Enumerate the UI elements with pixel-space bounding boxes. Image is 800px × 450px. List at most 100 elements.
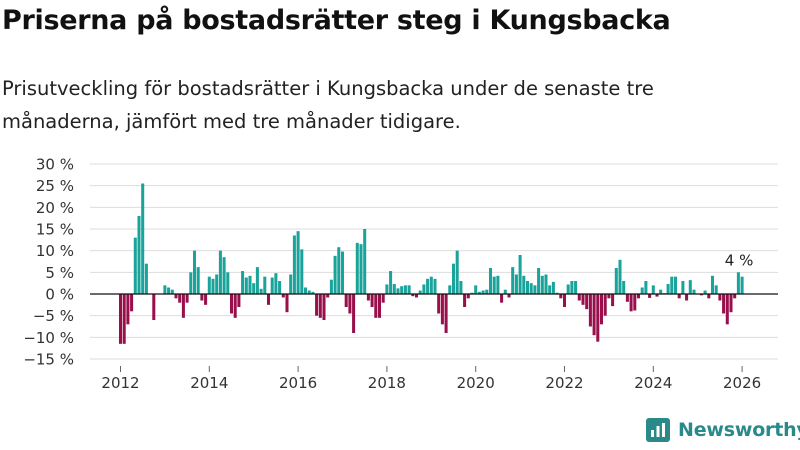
bar-positive [167,287,171,294]
x-tick-label: 2016 [279,374,317,392]
grid-layer [90,163,778,360]
bar-negative [126,294,130,325]
page-title: Priserna på bostadsrätter steg i Kungsba… [2,5,671,36]
x-tick-label: 2024 [634,374,672,392]
bar-positive [681,281,685,294]
bar-negative [174,294,178,299]
bar-positive [259,288,263,294]
bar-positive [488,268,493,294]
bar-positive [141,183,145,294]
bar-positive [714,285,718,294]
bar-positive [385,284,389,294]
bar-negative [585,294,589,310]
x-tick-label: 2014 [190,374,228,392]
bar-positive [241,271,245,294]
bar-negative [625,294,629,302]
bar-negative [204,294,208,305]
bar-positive [263,276,267,294]
bar-negative [414,294,419,298]
newsworthy-logo: Newsworthy [646,418,800,442]
bar-positive [218,250,222,294]
bar-positive [292,235,296,294]
bar-negative [285,294,289,313]
bar-positive [710,275,715,294]
y-tick-label: 10 % [36,242,74,260]
bar-negative [636,294,641,299]
bar-negative [440,294,444,325]
bar-positive [363,229,367,294]
bar-positive [451,263,456,294]
bar-positive [303,287,308,294]
page-subtitle: Prisutveckling för bostadsrätter i Kungs… [2,77,654,133]
bars [118,183,744,344]
x-tick-label: 2018 [368,374,406,392]
bar-positive [396,288,400,294]
bar-positive [659,289,663,294]
y-axis: −15 % −10 % −5 % 0 % 5 % 10 % 15 % 20 % 25 % 30 % [23,156,74,369]
bar-positive [296,231,300,294]
bar-positive [222,257,226,294]
bar-positive [192,250,197,294]
bar-positive [244,277,248,294]
bar-positive [389,271,393,294]
bar-negative [348,294,352,314]
bar-negative [326,294,330,298]
bar-negative [500,294,504,303]
bar-negative [181,294,185,318]
bar-positive [459,281,463,294]
bar-negative [592,294,596,336]
bar-positive [537,268,541,294]
bar-positive [566,284,570,294]
bar-negative [200,294,204,301]
bar-positive [359,244,363,294]
bar-positive [673,276,678,294]
bar-negative [374,294,378,318]
bar-positive [692,289,696,294]
bar-negative [655,294,659,297]
bar-negative [411,294,415,297]
bar-positive [170,289,174,294]
bar-positive [670,276,674,294]
bar-positive [255,267,259,294]
bar-negative [229,294,234,314]
bar-positive [522,275,526,294]
bar-negative [685,294,689,301]
bar-positive [551,281,555,294]
bar-negative [185,294,189,303]
bar-positive [525,281,530,294]
bar-negative [266,294,271,305]
bar-negative [603,294,607,316]
y-tick-label: −15 % [23,351,74,369]
bar-negative [677,294,681,299]
bar-negative [118,294,123,344]
bar-positive [503,289,507,294]
bar-positive [514,274,518,294]
bar-positive [474,285,478,294]
bar-positive [518,255,522,294]
bar-positive [311,291,315,294]
bar-positive [144,263,148,294]
bar-negative [178,294,182,303]
y-tick-label: 15 % [36,221,74,239]
bar-positive [248,275,252,294]
bar-negative [366,294,370,301]
bar-positive [574,281,578,294]
y-tick-label: 20 % [36,199,74,217]
x-tick-label: 2012 [101,374,139,392]
y-tick-label: 0 % [45,286,74,304]
bar-positive [429,276,433,294]
bar-negative [596,294,600,342]
bar-negative [152,294,156,320]
x-axis: 2012 2014 2016 2018 2020 2022 2024 2026 [101,366,761,392]
y-tick-label: −10 % [23,329,74,347]
bar-positive [196,267,200,294]
bar-positive [211,278,215,294]
bar-positive [407,285,411,294]
bar-negative [722,294,726,314]
brand-name: Newsworthy [678,419,800,441]
bar-positive [640,287,644,294]
bar-negative [318,294,322,318]
bar-positive [740,276,744,294]
bar-positive [736,272,740,294]
bar-positive [533,285,537,294]
